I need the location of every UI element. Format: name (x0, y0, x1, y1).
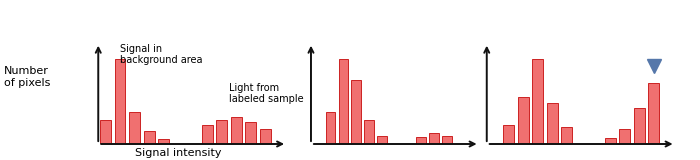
Bar (231, 117, 241, 144)
Bar (129, 112, 140, 144)
Bar (365, 120, 374, 144)
Bar (339, 59, 349, 144)
Bar (517, 97, 528, 144)
Bar (605, 138, 615, 144)
Bar (260, 129, 271, 144)
Bar (100, 120, 111, 144)
Bar (326, 112, 335, 144)
Bar (416, 137, 426, 144)
Bar (648, 83, 659, 144)
Bar (351, 80, 361, 144)
Bar (377, 136, 387, 144)
Bar (429, 133, 439, 144)
Text: Signal intensity: Signal intensity (135, 148, 222, 158)
Bar (202, 125, 213, 144)
Bar (216, 120, 227, 144)
Bar (442, 136, 452, 144)
Bar (158, 139, 169, 144)
Bar (547, 103, 557, 144)
Bar (144, 131, 155, 144)
Bar (245, 122, 256, 144)
Bar (532, 59, 543, 144)
Text: Number
of pixels: Number of pixels (4, 66, 50, 88)
Bar (503, 125, 514, 144)
Bar (115, 59, 125, 144)
Bar (634, 108, 645, 144)
Text: Signal in
background area: Signal in background area (120, 44, 202, 65)
Text: Light from
labeled sample: Light from labeled sample (229, 83, 304, 104)
Bar (620, 129, 630, 144)
Bar (561, 127, 572, 144)
